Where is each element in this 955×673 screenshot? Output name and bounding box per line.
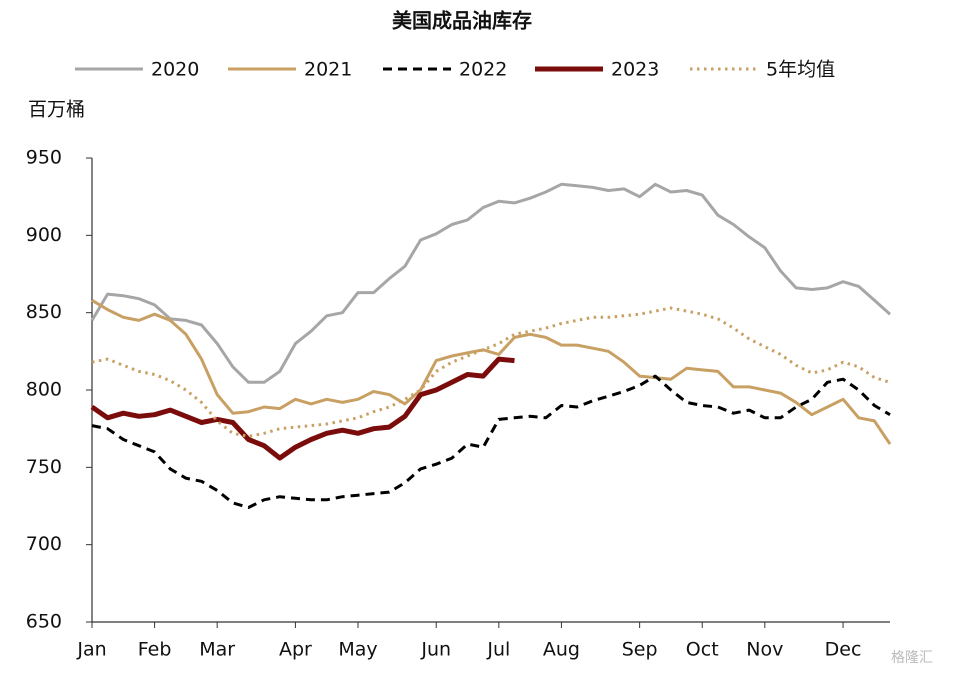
series-line [90, 356, 515, 461]
y-tick-label: 650 [26, 611, 62, 633]
x-tick-label: Feb [138, 639, 172, 661]
series-line [91, 306, 891, 438]
x-tick-label: Jan [76, 639, 106, 661]
y-tick-label: 700 [26, 533, 62, 555]
x-tick-label: Mar [199, 639, 235, 661]
x-tick-label: Jul [486, 639, 510, 661]
y-tick-label: 850 [26, 301, 62, 323]
legend-label: 2022 [459, 59, 507, 81]
y-tick-label: 750 [26, 456, 62, 478]
watermark: 格隆汇 [891, 650, 933, 666]
y-axis-label: 百万桶 [28, 99, 85, 121]
x-tick-label: Jun [420, 639, 451, 661]
series-line [91, 374, 891, 509]
chart-title: 美国成品油库存 [392, 9, 532, 33]
y-tick-label: 800 [26, 379, 62, 401]
legend-label: 2020 [151, 59, 199, 81]
series-line [90, 182, 891, 384]
x-tick-label: Aug [543, 639, 580, 661]
x-tick-label: May [338, 639, 377, 661]
legend-label: 2023 [611, 59, 659, 81]
x-tick-label: Apr [279, 639, 312, 661]
legend-label: 5年均值 [766, 59, 835, 81]
y-tick-label: 900 [26, 224, 62, 246]
legend-label: 2021 [304, 59, 352, 81]
x-tick-label: Dec [825, 639, 862, 661]
x-tick-label: Sep [622, 639, 658, 661]
x-tick-label: Nov [746, 639, 783, 661]
y-tick-label: 950 [26, 147, 62, 169]
x-tick-label: Oct [686, 639, 719, 661]
series-line [91, 299, 892, 445]
